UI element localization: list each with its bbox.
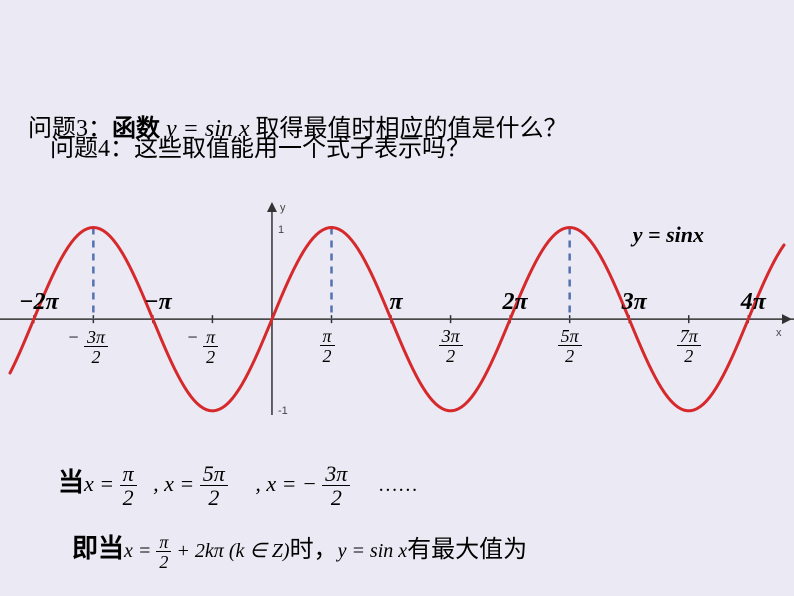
x-tick-frac: π2: [320, 327, 335, 365]
math-line-2: 即当x = π2 + 2kπ (k ∈ Z)时，y = sin x有最大值为: [72, 528, 527, 571]
y-tick-neg1: -1: [278, 405, 288, 417]
x-tick-frac: − 3π2: [67, 327, 108, 366]
y-tick-1: 1: [278, 224, 284, 236]
x-tick-frac: 5π2: [558, 327, 582, 365]
jidang-label: 即当: [72, 534, 124, 563]
x-tick-frac: − π2: [186, 327, 218, 366]
x-tick-int: −2π: [14, 289, 64, 316]
x-tick-int: π: [371, 289, 421, 316]
x-tick-int: −π: [133, 289, 183, 316]
x-tick-int: 2π: [490, 289, 540, 316]
y-axis-label: y: [280, 202, 286, 214]
sine-chart: y x 1 -1 −2π −π π 2π 3π 4π − 3π2 − π2 π2 3π2 5π2 7π…: [0, 200, 794, 420]
x-axis-label: x: [776, 327, 782, 339]
x-tick-frac: 3π2: [439, 327, 463, 365]
question-4: 问题4：这些取值能用一个式子表示吗？: [50, 128, 470, 163]
math-line-1: 当x = π2 , x = 5π2 , x = − 3π2 ……: [58, 462, 418, 509]
x-tick-int: 3π: [609, 289, 659, 316]
dang-label: 当: [58, 468, 84, 497]
x-tick-frac: 7π2: [677, 327, 701, 365]
x-tick-int: 4π: [728, 289, 778, 316]
